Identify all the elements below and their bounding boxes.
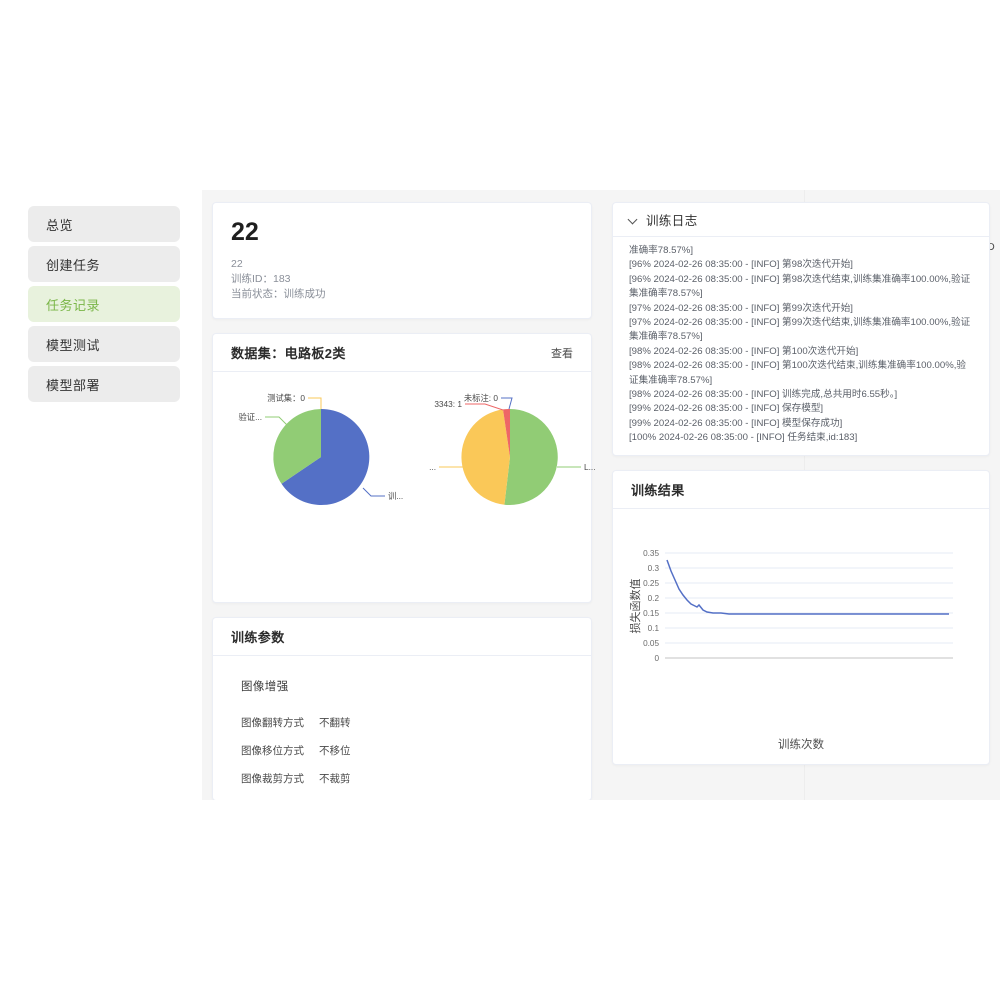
pie2-label-3343: 3343: 1 bbox=[434, 399, 462, 409]
sidebar-item-label: 创建任务 bbox=[46, 257, 101, 273]
training-result-card: 训练结果 bbox=[612, 470, 990, 765]
y-tick: 0.2 bbox=[648, 594, 660, 603]
loss-curve-line bbox=[666, 559, 949, 615]
training-log-header[interactable]: 训练日志 bbox=[613, 203, 989, 237]
pie1-label-validation: 验证... bbox=[238, 412, 262, 422]
dataset-card-title: 数据集：电路板2类 bbox=[231, 346, 346, 361]
param-group-title: 图像增强 bbox=[241, 681, 289, 693]
right-column: 训练日志 准确率78.57%] [96% 2024-02-26 08:35:00… bbox=[602, 190, 1000, 800]
y-tick: 0 bbox=[654, 654, 659, 663]
param-key: 图像移位方式 bbox=[241, 745, 304, 757]
task-train-id: 训练ID：183 bbox=[231, 273, 291, 285]
param-key: 图像翻转方式 bbox=[241, 717, 304, 729]
training-params-title: 训练参数 bbox=[231, 630, 285, 645]
loss-curve-x-label: 训练次数 bbox=[778, 739, 824, 751]
loss-curve-body: 0.35 0.3 0.25 0.2 0.15 0.1 0.05 0 损失函数值 bbox=[613, 509, 989, 764]
y-tick: 0.05 bbox=[643, 639, 659, 648]
pie2-leader-unlabeled bbox=[501, 397, 513, 410]
sidebar-item-model-test[interactable]: 模型测试 bbox=[28, 326, 180, 362]
app-viewport: 总览 创建任务 任务记录 模型测试 模型部署 22 22 训练ID：183 当前… bbox=[0, 190, 1000, 800]
pie2-leader-3343 bbox=[465, 403, 504, 411]
log-line: [98% 2024-02-26 08:35:00 - [INFO] 第100次迭… bbox=[629, 345, 859, 357]
training-result-title: 训练结果 bbox=[631, 483, 685, 498]
pie2-label-other: ... bbox=[429, 462, 436, 472]
param-row: 图像移位方式 不移位 bbox=[241, 744, 577, 758]
center-column: 22 22 训练ID：183 当前状态：训练成功 数据集：电路板2类 查看 bbox=[202, 190, 995, 800]
sidebar-item-create-task[interactable]: 创建任务 bbox=[28, 246, 180, 282]
sidebar-item-label: 任务记录 bbox=[46, 297, 101, 313]
sidebar-item-overview[interactable]: 总览 bbox=[28, 206, 180, 242]
chevron-down-icon[interactable] bbox=[629, 215, 638, 224]
loss-curve-grid bbox=[665, 552, 953, 659]
sidebar-item-label: 模型测试 bbox=[46, 337, 101, 353]
param-key: 图像裁剪方式 bbox=[241, 773, 304, 785]
training-params-header: 训练参数 bbox=[213, 618, 591, 656]
param-row: 图像裁剪方式 不裁剪 bbox=[241, 772, 577, 786]
sidebar-item-label: 总览 bbox=[46, 217, 74, 233]
page-title: 22 bbox=[231, 218, 259, 246]
pie1-leader-validation bbox=[265, 416, 288, 426]
pie1-leader-train bbox=[362, 487, 385, 497]
pie2-label-unlabeled: 未标注: 0 bbox=[464, 393, 499, 403]
task-status: 当前状态：训练成功 bbox=[231, 288, 326, 300]
pie1-leader-test bbox=[308, 397, 322, 409]
pie1-slice-validation[interactable] bbox=[273, 409, 321, 484]
pie1-label-test: 测试集：0 bbox=[267, 393, 305, 403]
pie2-slice-other[interactable] bbox=[461, 409, 510, 505]
task-name: 22 bbox=[231, 258, 243, 270]
dataset-pies: 测试集：0 验证... 训... bbox=[213, 372, 596, 602]
y-tick: 0.25 bbox=[643, 579, 659, 588]
dataset-card-header: 数据集：电路板2类 查看 bbox=[213, 334, 591, 372]
training-log-card: 训练日志 准确率78.57%] [96% 2024-02-26 08:35:00… bbox=[612, 202, 990, 456]
training-params-card: 训练参数 图像增强 图像翻转方式 不翻转 图像移位方式 不移位 bbox=[212, 190, 995, 800]
loss-curve-y-axis: 0.35 0.3 0.25 0.2 0.15 0.1 0.05 0 bbox=[643, 549, 659, 663]
log-line: [99% 2024-02-26 08:35:00 - [INFO] 模型保存成功… bbox=[629, 417, 843, 429]
log-line: [96% 2024-02-26 08:35:00 - [INFO] 第98次迭代… bbox=[629, 273, 971, 300]
log-line: 准确率78.57%] bbox=[629, 245, 693, 256]
label-distribution-pie[interactable]: 未标注: 0 3343: 1 ... L... bbox=[429, 393, 596, 505]
sidebar-item-task-records[interactable]: 任务记录 bbox=[28, 286, 180, 322]
training-result-header: 训练结果 bbox=[613, 471, 989, 509]
y-tick: 0.15 bbox=[643, 609, 659, 618]
training-log-title: 训练日志 bbox=[646, 214, 698, 228]
y-tick: 0.3 bbox=[648, 564, 660, 573]
training-log-body[interactable]: 准确率78.57%] [96% 2024-02-26 08:35:00 - [I… bbox=[613, 237, 989, 455]
loss-curve[interactable]: 0.35 0.3 0.25 0.2 0.15 0.1 0.05 0 损失函数值 bbox=[613, 509, 991, 739]
param-group-augmentation: 图像增强 图像翻转方式 不翻转 图像移位方式 不移位 图像裁剪方式 不裁剪 bbox=[213, 678, 591, 800]
log-line: [98% 2024-02-26 08:35:00 - [INFO] 第100次迭… bbox=[629, 360, 966, 386]
param-row: 图像翻转方式 不翻转 bbox=[241, 716, 577, 730]
log-line: [99% 2024-02-26 08:35:00 - [INFO] 保存模型] bbox=[629, 403, 824, 415]
log-line: [97% 2024-02-26 08:35:00 - [INFO] 第99次迭代… bbox=[629, 317, 971, 343]
sidebar: 总览 创建任务 任务记录 模型测试 模型部署 bbox=[0, 190, 202, 800]
loss-curve-y-label: 损失函数值 bbox=[628, 579, 642, 634]
dataset-view-link[interactable]: 查看 bbox=[551, 347, 573, 360]
pie1-label-train: 训... bbox=[388, 491, 403, 501]
pie1-slice-train[interactable] bbox=[281, 408, 370, 505]
log-line: [100% 2024-02-26 08:35:00 - [INFO] 任务结束,… bbox=[629, 432, 858, 444]
log-line: [96% 2024-02-26 08:35:00 - [INFO] 第98次迭代… bbox=[629, 259, 853, 271]
param-value: 不裁剪 bbox=[319, 773, 351, 785]
dataset-card: 数据集：电路板2类 查看 bbox=[212, 333, 596, 603]
log-line: [97% 2024-02-26 08:35:00 - [INFO] 第99次迭代… bbox=[629, 302, 853, 314]
dataset-split-pie[interactable]: 测试集：0 验证... 训... bbox=[238, 393, 403, 505]
pie2-label-label: L... bbox=[584, 462, 596, 472]
task-summary-card: 22 22 训练ID：183 当前状态：训练成功 bbox=[212, 202, 592, 319]
param-value: 不翻转 bbox=[319, 717, 351, 729]
sidebar-item-label: 模型部署 bbox=[46, 377, 101, 393]
y-tick: 0.35 bbox=[643, 549, 659, 558]
pie2-slice-3343[interactable] bbox=[503, 408, 510, 457]
param-value: 不移位 bbox=[319, 745, 351, 757]
sidebar-item-model-deploy[interactable]: 模型部署 bbox=[28, 366, 180, 402]
log-line: [98% 2024-02-26 08:35:00 - [INFO] 训练完成,总… bbox=[629, 389, 898, 401]
y-tick: 0.1 bbox=[648, 624, 660, 633]
pies-svg: 测试集：0 验证... 训... bbox=[238, 393, 596, 505]
training-params-body: 图像增强 图像翻转方式 不翻转 图像移位方式 不移位 图像裁剪方式 不裁剪 bbox=[213, 190, 995, 800]
pie2-slice-label[interactable] bbox=[504, 409, 558, 505]
